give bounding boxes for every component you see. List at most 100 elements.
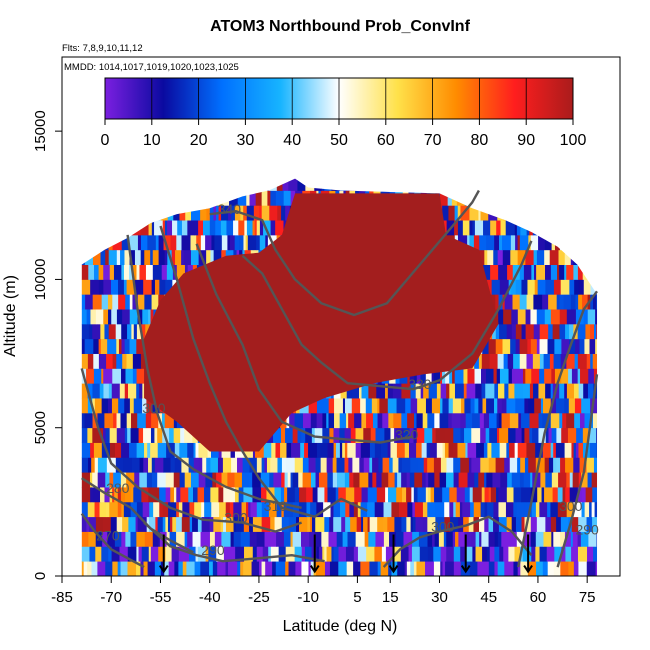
heatmap-cell bbox=[188, 487, 194, 503]
heatmap-cell bbox=[181, 457, 190, 473]
heatmap-cell bbox=[524, 427, 530, 443]
heatmap-cell bbox=[515, 338, 520, 354]
heatmap-cell bbox=[189, 516, 193, 532]
heatmap-cell bbox=[155, 234, 159, 251]
heatmap-cell bbox=[225, 501, 231, 518]
heatmap-cell bbox=[106, 353, 114, 369]
heatmap-cell bbox=[129, 249, 136, 265]
heatmap-cell bbox=[148, 309, 151, 325]
heatmap-cell bbox=[111, 309, 118, 325]
heatmap-cell bbox=[157, 178, 162, 191]
heatmap-cell bbox=[463, 383, 467, 399]
heatmap-cell bbox=[170, 457, 176, 473]
heatmap-cell bbox=[416, 442, 423, 458]
heatmap-cell bbox=[239, 234, 244, 251]
heatmap-cell bbox=[154, 220, 164, 236]
heatmap-cell bbox=[491, 279, 501, 295]
heatmap-cell bbox=[402, 457, 411, 473]
heatmap-cell bbox=[544, 234, 553, 251]
heatmap-cell bbox=[485, 427, 490, 443]
heatmap-cell bbox=[116, 516, 123, 532]
heatmap-cell bbox=[372, 457, 379, 473]
heatmap-cell bbox=[276, 501, 282, 518]
heatmap-cell bbox=[193, 487, 198, 503]
heatmap-cell bbox=[133, 161, 138, 176]
heatmap-cell bbox=[297, 178, 306, 191]
heatmap-cell bbox=[446, 546, 455, 562]
heatmap-cell bbox=[588, 220, 592, 236]
heatmap-cell bbox=[126, 412, 132, 429]
heatmap-cell bbox=[143, 161, 148, 176]
heatmap-cell bbox=[493, 249, 499, 265]
heatmap-cell bbox=[267, 161, 272, 176]
heatmap-cell bbox=[206, 205, 211, 221]
heatmap-cell bbox=[89, 472, 93, 488]
heatmap-cell bbox=[521, 487, 527, 503]
heatmap-cell bbox=[573, 264, 579, 280]
heatmap-cell bbox=[403, 531, 413, 547]
heatmap-cell bbox=[396, 398, 406, 414]
heatmap-cell bbox=[116, 338, 120, 354]
heatmap-cell bbox=[376, 472, 382, 488]
heatmap-cell bbox=[85, 294, 94, 310]
heatmap-cell bbox=[252, 487, 262, 503]
heatmap-cell bbox=[197, 516, 203, 532]
heatmap-cell bbox=[326, 516, 330, 532]
heatmap-cell bbox=[374, 442, 382, 458]
heatmap-cell bbox=[483, 220, 491, 236]
heatmap-cell bbox=[124, 220, 133, 236]
heatmap-cell bbox=[585, 487, 593, 503]
heatmap-cell bbox=[114, 205, 118, 221]
heatmap-cell bbox=[197, 546, 206, 562]
heatmap-cell bbox=[383, 531, 390, 547]
heatmap-cell bbox=[592, 487, 598, 503]
heatmap-cell bbox=[351, 383, 360, 399]
heatmap-cell bbox=[136, 561, 141, 576]
heatmap-cell bbox=[114, 487, 119, 503]
heatmap-cell bbox=[188, 457, 195, 473]
heatmap-cell bbox=[273, 472, 282, 488]
heatmap-cell bbox=[568, 178, 575, 191]
heatmap-cell bbox=[81, 205, 86, 221]
heatmap-cell bbox=[316, 501, 324, 518]
heatmap-cell bbox=[336, 457, 345, 473]
heatmap-cell bbox=[138, 427, 144, 443]
heatmap-cell bbox=[349, 472, 354, 488]
heatmap-cell bbox=[135, 516, 139, 532]
heatmap-cell bbox=[109, 501, 119, 518]
heatmap-cell bbox=[142, 309, 149, 325]
heatmap-cell bbox=[439, 412, 449, 429]
heatmap-cell bbox=[344, 472, 350, 488]
heatmap-cell bbox=[581, 398, 591, 414]
heatmap-cell bbox=[487, 249, 494, 265]
heatmap-cell bbox=[242, 161, 248, 176]
heatmap-cell bbox=[572, 472, 580, 488]
heatmap-cell bbox=[586, 457, 595, 473]
heatmap-cell bbox=[93, 338, 100, 354]
heatmap-cell bbox=[327, 487, 337, 503]
heatmap-cell bbox=[262, 546, 269, 562]
heatmap-cell bbox=[452, 368, 456, 384]
heatmap-cell bbox=[97, 457, 108, 473]
heatmap-cell bbox=[502, 234, 512, 251]
heatmap-cell bbox=[105, 427, 111, 443]
heatmap-cell bbox=[88, 161, 96, 176]
heatmap-cell bbox=[550, 383, 554, 399]
heatmap-cell bbox=[125, 294, 131, 310]
heatmap-cell bbox=[281, 472, 285, 488]
heatmap-cell bbox=[592, 516, 598, 532]
heatmap-cell bbox=[352, 457, 360, 473]
heatmap-cell bbox=[585, 205, 594, 221]
heatmap-cell bbox=[105, 472, 110, 488]
heatmap-cell bbox=[251, 561, 260, 576]
heatmap-cell bbox=[577, 323, 586, 340]
heatmap-cell bbox=[241, 472, 250, 488]
heatmap-cell bbox=[150, 442, 159, 458]
heatmap-cell bbox=[427, 546, 434, 562]
heatmap-cell bbox=[458, 531, 465, 547]
heatmap-cell bbox=[333, 427, 340, 443]
heatmap-cell bbox=[120, 561, 128, 576]
heatmap-cell bbox=[514, 383, 524, 399]
heatmap-cell bbox=[509, 178, 515, 191]
heatmap-cell bbox=[452, 398, 462, 414]
